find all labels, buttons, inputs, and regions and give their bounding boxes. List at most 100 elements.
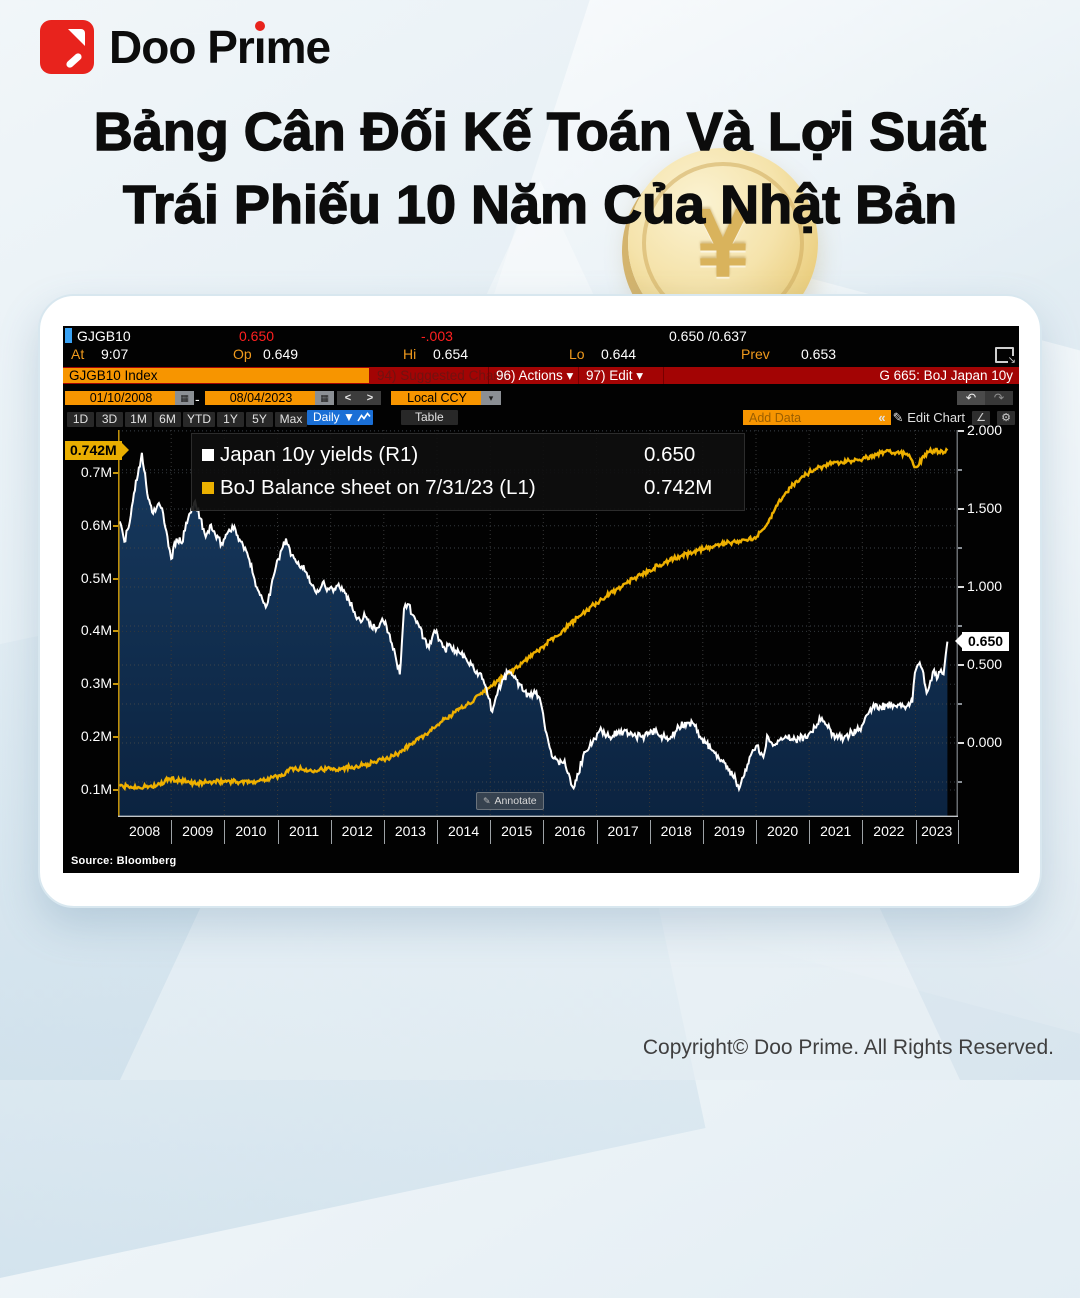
right-axis-tick-label: 1.000 (967, 577, 1003, 594)
legend-value: 0.742M (644, 476, 713, 499)
ticker-symbol: GJGB10 (77, 328, 131, 344)
title-line-1: Bảng Cân Đối Kế Toán Và Lợi Suất (93, 101, 987, 162)
left-axis-tick-label: 0.2M (80, 728, 112, 745)
period-tab-3d[interactable]: 3D (96, 412, 123, 427)
legend-marker-white (202, 449, 214, 461)
edit-chart-button[interactable]: ✎ Edit Chart (892, 409, 965, 425)
high-value: 0.654 (433, 346, 469, 362)
year-label: 2008 (129, 823, 161, 839)
year-label: 2021 (820, 823, 852, 839)
logo-flag-shape (68, 29, 85, 46)
legend-row-yields[interactable]: Japan 10y yields (R1) 0.650 (192, 438, 744, 471)
year-label: 2012 (341, 823, 373, 839)
low-label: Lo (569, 346, 585, 362)
frequency-select[interactable]: Daily ▼ (307, 410, 361, 425)
year-label: 2018 (660, 823, 692, 839)
legend-row-balance-sheet[interactable]: BoJ Balance sheet on 7/31/23 (L1) 0.742M (192, 471, 744, 504)
year-separator (490, 820, 492, 844)
left-axis-tick-label: 0.7M (80, 463, 112, 480)
ticker-cursor (65, 328, 72, 343)
table-button[interactable]: Table (401, 410, 458, 425)
left-axis-tick (113, 630, 118, 633)
period-tab-1d[interactable]: 1D (67, 412, 94, 427)
calendar-icon[interactable]: ▦ (175, 391, 194, 405)
left-axis-tick (113, 471, 118, 474)
chart-id: G 665: BoJ Japan 10y (879, 368, 1013, 383)
high-label: Hi (403, 346, 417, 362)
collapse-icon[interactable]: « (878, 410, 886, 425)
left-axis-tick-label: 0.6M (80, 516, 112, 533)
left-axis-tick (113, 577, 118, 580)
right-axis-tick-label: 2.000 (967, 421, 1003, 438)
calendar-icon[interactable]: ▦ (315, 391, 334, 405)
year-separator (915, 820, 917, 844)
add-data-input[interactable] (743, 410, 891, 425)
left-axis-tick (113, 736, 118, 739)
left-axis-tick-label: 0.1M (80, 781, 112, 798)
open-label: Op (233, 346, 252, 362)
bloomberg-terminal: GJGB10 0.650 -.003 0.650 /0.637 At 9:07 … (63, 326, 1019, 873)
year-label: 2017 (607, 823, 639, 839)
right-axis-tick (958, 507, 964, 510)
year-separator (756, 820, 757, 844)
left-axis-tick (113, 683, 118, 686)
menu-edit[interactable]: 97) Edit ▾ (586, 368, 644, 383)
left-axis-tick-label: 0.5M (80, 569, 112, 586)
year-separator (224, 820, 226, 844)
year-separator (809, 820, 811, 844)
at-value: 9:07 (101, 346, 129, 362)
pencil-icon: ✎ (892, 409, 904, 425)
annotate-button[interactable]: ✎ Annotate (476, 792, 544, 810)
right-axis-tick (958, 429, 964, 432)
year-separator (543, 820, 545, 844)
date-from-input[interactable]: 01/10/2008 (65, 391, 177, 405)
chevron-down-icon[interactable]: ▾ (481, 391, 501, 405)
undo-icon[interactable]: ↶ (957, 391, 985, 405)
year-label: 2023 (921, 823, 953, 839)
prev-label: Prev (741, 346, 770, 362)
doo-prime-logo-icon (40, 20, 94, 74)
chart-plot-area[interactable]: Japan 10y yields (R1) 0.650 BoJ Balance … (118, 430, 958, 817)
period-tabs: 1D 3D 1M 6M YTD 1Y 5Y Max (67, 410, 309, 427)
period-tab-5y[interactable]: 5Y (246, 412, 273, 427)
date-separator: - (195, 391, 200, 407)
right-axis-minor-tick (958, 468, 962, 471)
currency-select[interactable]: Local CCY (391, 391, 483, 405)
right-axis-minor-tick (958, 546, 962, 549)
period-tab-1m[interactable]: 1M (125, 412, 152, 427)
year-separator (596, 820, 598, 844)
open-value: 0.649 (263, 346, 299, 362)
year-label: 2009 (182, 823, 214, 839)
wordmark-i: ı (253, 21, 267, 73)
year-separator (649, 820, 651, 844)
menu-bar: GJGB10 Index 94) Suggested Charts 96) Ac… (63, 367, 1019, 384)
year-label: 2016 (554, 823, 586, 839)
period-tab-max[interactable]: Max (275, 412, 307, 427)
wordmark-i-dot (254, 21, 265, 31)
period-tab-ytd[interactable]: YTD (183, 412, 215, 427)
year-separator (383, 820, 385, 844)
date-controls-row: 01/10/2008 ▦ - 08/04/2023 ▦ < > Local CC… (63, 390, 1019, 407)
security-field[interactable]: GJGB10 Index (63, 368, 369, 383)
doo-prime-wordmark: Doo Pr ı me (109, 20, 331, 74)
left-axis-tick-label: 0.4M (80, 622, 112, 639)
line-chart-icon[interactable] (355, 410, 373, 425)
step-back-button[interactable]: < (337, 391, 359, 405)
right-axis-tick (958, 585, 964, 588)
price-change: -.003 (421, 328, 453, 344)
wordmark-text: me (265, 21, 331, 73)
step-forward-button[interactable]: > (359, 391, 381, 405)
year-separator (171, 820, 173, 844)
year-separator (702, 820, 704, 844)
year-separator (958, 820, 959, 844)
redo-icon[interactable]: ↷ (985, 391, 1013, 405)
export-icon[interactable]: ↘ (995, 347, 1016, 366)
period-tab-1y[interactable]: 1Y (217, 412, 244, 427)
date-to-input[interactable]: 08/04/2023 (205, 391, 317, 405)
year-separator (277, 820, 279, 844)
right-axis-tick-label: 1.500 (967, 499, 1003, 516)
period-tab-6m[interactable]: 6M (154, 412, 181, 427)
legend-marker-gold (202, 482, 214, 494)
menu-actions[interactable]: 96) Actions ▾ (496, 368, 574, 383)
left-axis-tick-label: 0.3M (80, 675, 112, 692)
